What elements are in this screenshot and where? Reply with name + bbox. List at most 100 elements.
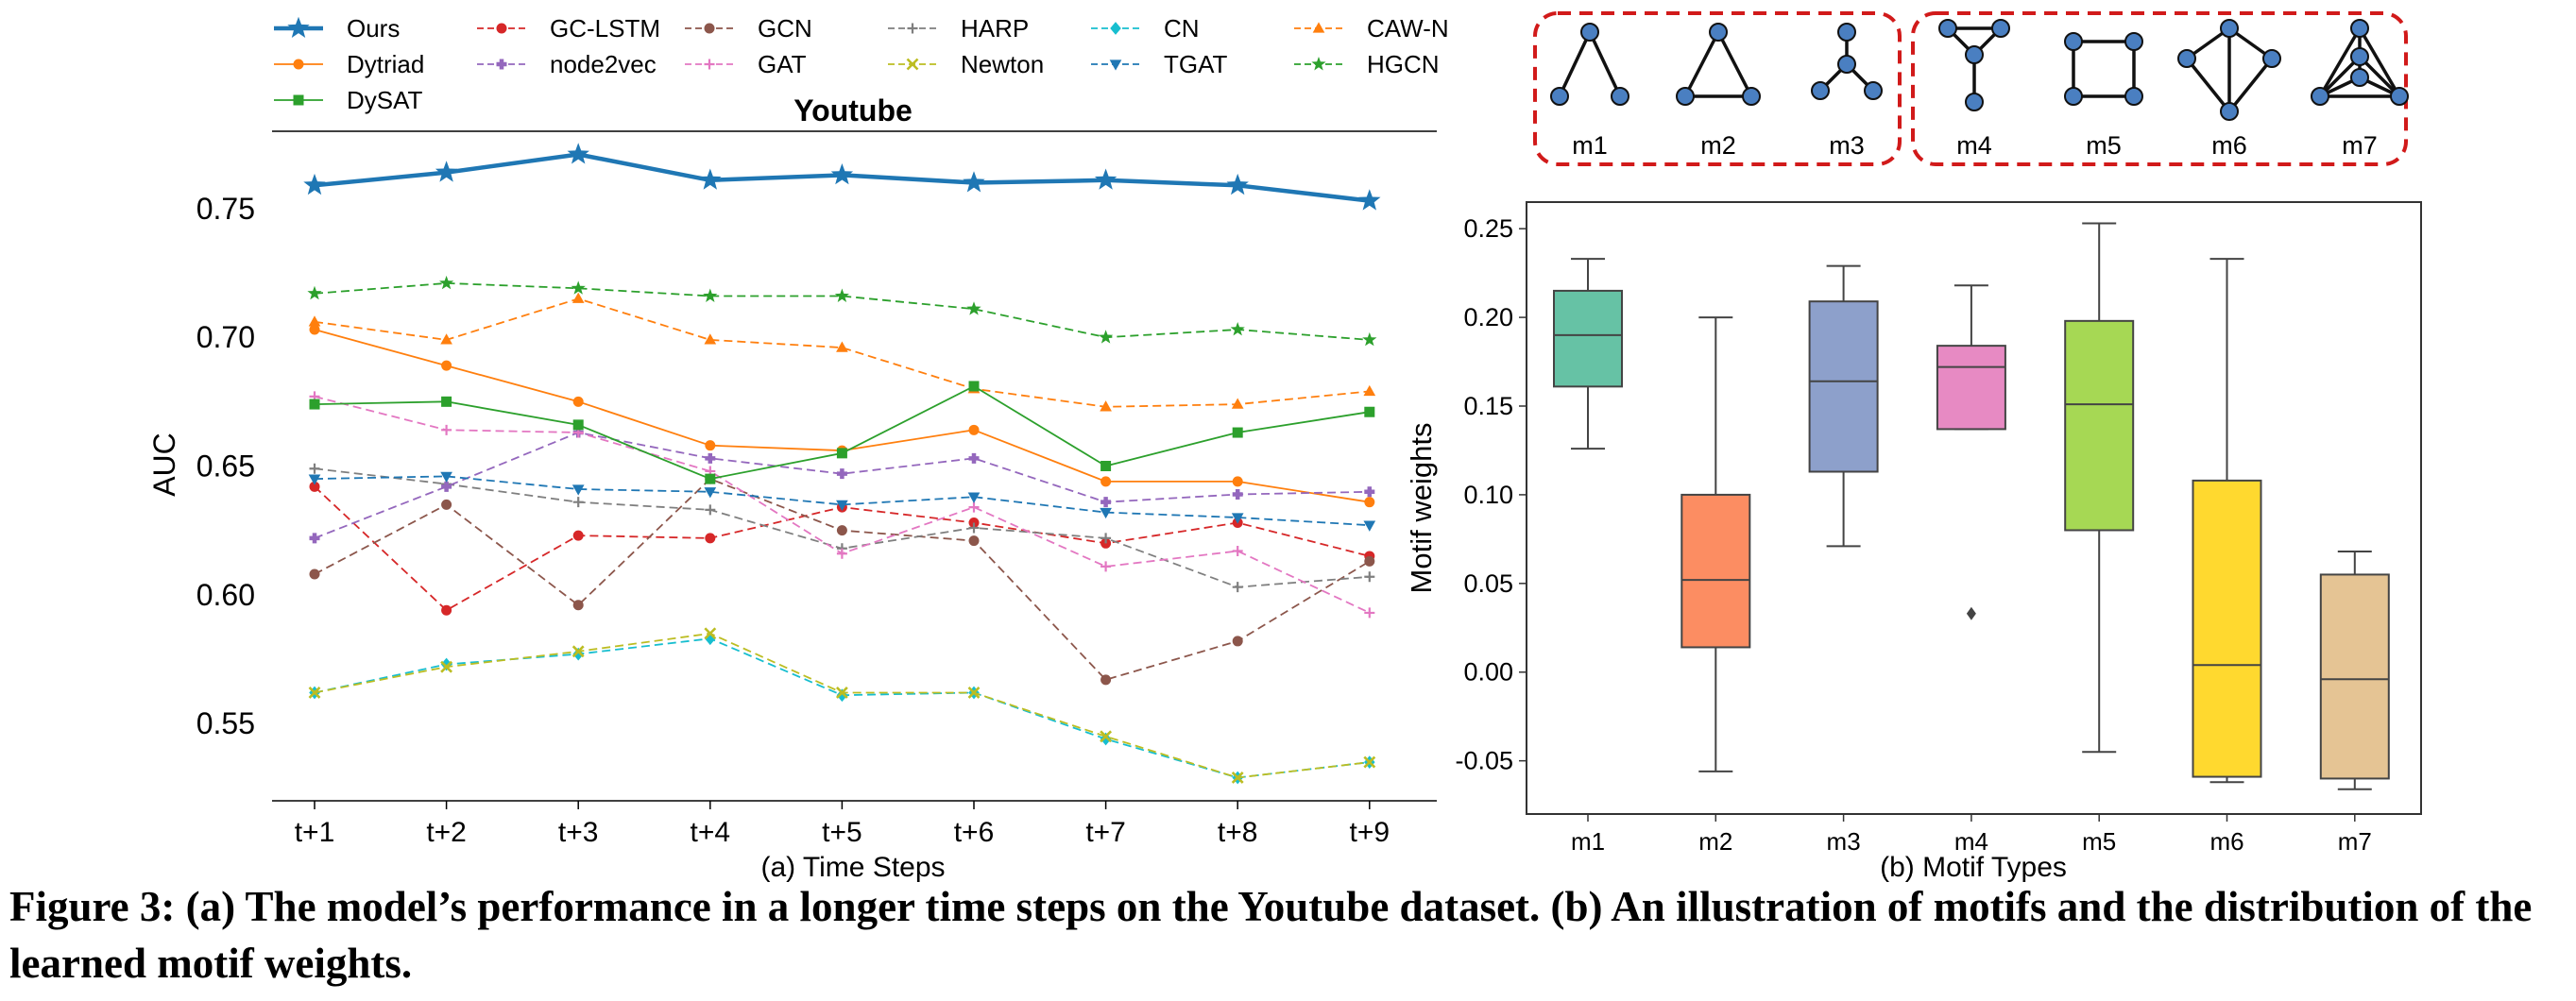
legend-label: node2vec (550, 50, 657, 78)
legend-item-node2vec: node2vec (477, 50, 657, 78)
x-tick-label: t+3 (558, 817, 599, 848)
motif-m5-icon: m5 (2064, 32, 2143, 160)
motif-label: m7 (2342, 131, 2378, 160)
data-point (1100, 400, 1112, 412)
data-point (1363, 384, 1376, 397)
y-tick-label: 0.60 (196, 578, 255, 612)
data-point (1358, 189, 1381, 211)
figure-caption: Figure 3: (a) The model’s performance in… (9, 883, 2533, 987)
data-point (441, 396, 452, 407)
data-point (1363, 755, 1376, 769)
data-point (1362, 331, 1377, 347)
data-point (705, 452, 716, 464)
motif-m2-icon: m2 (1676, 23, 1761, 160)
data-point (440, 657, 452, 671)
data-point (441, 499, 452, 510)
legend-item-dysat: DySAT (274, 86, 423, 114)
legend-item-newton: Newton (888, 50, 1044, 78)
data-point (571, 280, 586, 295)
data-point (699, 168, 722, 190)
data-point (309, 399, 320, 410)
data-point (1100, 561, 1112, 572)
data-point (572, 396, 584, 407)
data-point (1100, 461, 1112, 471)
y-axis-ticks: 0.55 0.60 0.65 0.70 0.75 (196, 192, 255, 740)
motif-node (1550, 87, 1569, 106)
series-line (314, 637, 1370, 779)
data-point (309, 324, 320, 335)
legend-item-hgcn: HGCN (1294, 50, 1440, 78)
data-point (441, 424, 452, 435)
data-point (834, 288, 849, 302)
data-point (967, 492, 981, 503)
data-point (1231, 513, 1244, 524)
motif-edge (2358, 27, 2401, 97)
y-tick-label: 0.20 (1463, 303, 1513, 331)
x-tick-label: t+8 (1218, 817, 1258, 848)
data-point (309, 568, 320, 580)
data-point (968, 452, 980, 464)
legend-marker (1311, 57, 1326, 71)
legend-marker (293, 59, 304, 70)
x-tick-label: t+7 (1085, 817, 1126, 848)
data-point (705, 533, 716, 544)
data-point (567, 143, 589, 164)
data-point (1100, 730, 1113, 743)
motif-node (2262, 49, 2281, 68)
motif-m4-icon: m4 (1938, 19, 2010, 160)
data-point (1232, 476, 1243, 487)
legend-item-gc-lstm: GC-LSTM (477, 14, 660, 42)
motif-edge (2318, 27, 2362, 97)
data-point (440, 333, 452, 345)
legend-label: GCN (758, 14, 812, 42)
motif-illustrations: m1 m2 m3 m4 m5 m6 m7 (1550, 19, 2409, 160)
legend-label: TGAT (1164, 50, 1228, 78)
legend-marker (1109, 59, 1122, 71)
y-axis-label: Motif weights (1405, 423, 1438, 594)
motif-node (1580, 23, 1599, 42)
legend-marker (293, 94, 304, 106)
x-tick-label: m3 (1827, 827, 1861, 856)
legend-label: Dytriad (347, 50, 424, 78)
y-tick-label: 0.55 (196, 706, 255, 740)
data-point (1231, 398, 1244, 409)
box-m2 (1680, 316, 1751, 772)
legend-item-dytriad: Dytriad (274, 50, 424, 78)
data-point (835, 687, 848, 699)
legend-label: Newton (961, 50, 1044, 78)
chart-legend: Ours GC-LSTM GCN HARP CN CAW-N Dytriad node2vec… (274, 14, 1449, 114)
legend-marker (287, 16, 310, 38)
data-point (1232, 488, 1243, 500)
motif-node (1965, 45, 1984, 64)
data-point (440, 471, 452, 484)
motif-node (1991, 19, 2010, 38)
data-point (572, 600, 584, 611)
motif-edge (1558, 31, 1592, 97)
x-tick-label: t+6 (954, 817, 995, 848)
motif-label: m3 (1829, 131, 1865, 160)
motif-label: m4 (1956, 131, 1992, 160)
motif-m7-icon: m7 (2311, 19, 2409, 160)
line-chart-panel: Ours GC-LSTM GCN HARP CN CAW-N Dytriad node2vec… (147, 14, 1449, 883)
data-point (572, 497, 584, 508)
data-point (439, 275, 454, 290)
y-tick-label: 0.00 (1463, 658, 1513, 687)
data-point (830, 163, 854, 185)
legend-marker (1110, 22, 1121, 35)
data-point (1364, 607, 1375, 619)
y-axis-ticks: -0.05 0.00 0.05 0.10 0.15 0.20 0.25 (1455, 214, 1527, 775)
data-point (441, 360, 452, 371)
motif-panel: m1 m2 m3 m4 m5 m6 m7 -0.05 0.00 0.05 0.10 0.15 0.20… (1405, 11, 2422, 883)
box-body (2319, 573, 2390, 780)
series-caw-n (308, 292, 1376, 412)
data-point (705, 473, 716, 484)
data-point (309, 463, 320, 474)
legend-item-gcn: GCN (685, 14, 812, 42)
series-line (314, 432, 1370, 539)
legend-marker (704, 23, 715, 34)
data-point (836, 525, 847, 536)
x-axis-ticks: m1 m2 m3 m4 m5 m6 m7 (1571, 814, 2372, 856)
data-point (1094, 168, 1117, 190)
data-point (1232, 582, 1243, 593)
data-point (309, 533, 320, 544)
